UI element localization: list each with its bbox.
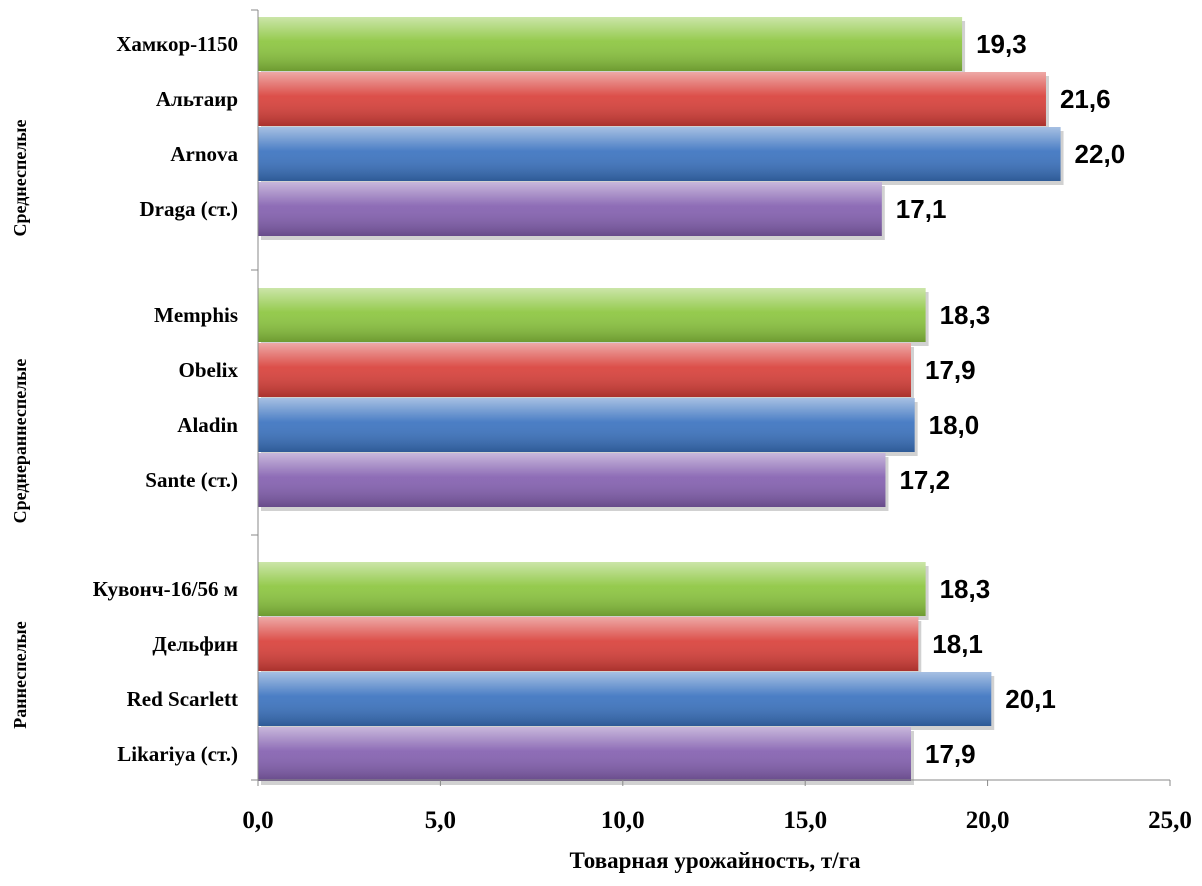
x-tick-label: 10,0: [601, 807, 645, 834]
category-label: Arnova: [170, 142, 238, 166]
category-label: Дельфин: [152, 632, 238, 656]
category-label: Red Scarlett: [127, 687, 238, 711]
bar-highlight: [258, 562, 926, 616]
group-label: Среднераннеспелые: [10, 359, 30, 524]
value-label: 19,3: [976, 29, 1027, 59]
x-axis: 0,0 5,0 10,0 15,0 20,0 25,0: [242, 9, 1192, 834]
value-label: 17,2: [899, 465, 950, 495]
value-label: 18,3: [940, 300, 991, 330]
group-labels: Среднеспелые Среднераннеспелые Раннеспелые: [10, 120, 30, 729]
bar-highlight: [258, 617, 919, 671]
value-label: 17,1: [896, 194, 947, 224]
bar-highlight: [258, 72, 1046, 126]
category-label: Хамкор-1150: [116, 32, 238, 56]
bar-highlight: [258, 727, 911, 781]
x-tick-label: 25,0: [1148, 807, 1192, 834]
bars-layer: [258, 17, 1064, 785]
value-label: 17,9: [925, 739, 976, 769]
category-label: Альтаир: [156, 87, 238, 111]
bar-highlight: [258, 398, 915, 452]
category-label: Obelix: [178, 358, 238, 382]
x-tick-label: 0,0: [242, 807, 273, 834]
value-label: 22,0: [1075, 139, 1126, 169]
value-label: 17,9: [925, 355, 976, 385]
category-label: Memphis: [154, 303, 238, 327]
bar-highlight: [258, 672, 992, 726]
bar-highlight: [258, 17, 963, 71]
x-tick-label: 5,0: [425, 807, 456, 834]
x-axis-title: Товарная урожайность, т/га: [569, 848, 861, 873]
category-label: Sante (ст.): [145, 468, 238, 492]
category-label: Aladin: [177, 413, 238, 437]
value-label: 18,0: [929, 410, 980, 440]
group-label: Среднеспелые: [10, 120, 30, 237]
category-label: Draga (ст.): [139, 197, 238, 221]
x-tick-label: 15,0: [783, 807, 827, 834]
value-label: 18,1: [932, 629, 983, 659]
value-label: 21,6: [1060, 84, 1111, 114]
category-label: Кувонч-16/56 м: [93, 577, 238, 601]
value-label: 20,1: [1005, 684, 1056, 714]
bar-highlight: [258, 343, 911, 397]
labels-layer: Хамкор-1150 19,3 Альтаир 21,6 Arnova 22,0 Drag…: [93, 29, 1125, 769]
x-tick-label: 20,0: [966, 807, 1010, 834]
bar-highlight: [258, 288, 926, 342]
value-label: 18,3: [940, 574, 991, 604]
group-label: Раннеспелые: [10, 621, 30, 728]
bar-highlight: [258, 127, 1061, 181]
category-label: Likariya (ст.): [117, 742, 238, 766]
bar-highlight: [258, 182, 882, 236]
bar-highlight: [258, 453, 886, 507]
